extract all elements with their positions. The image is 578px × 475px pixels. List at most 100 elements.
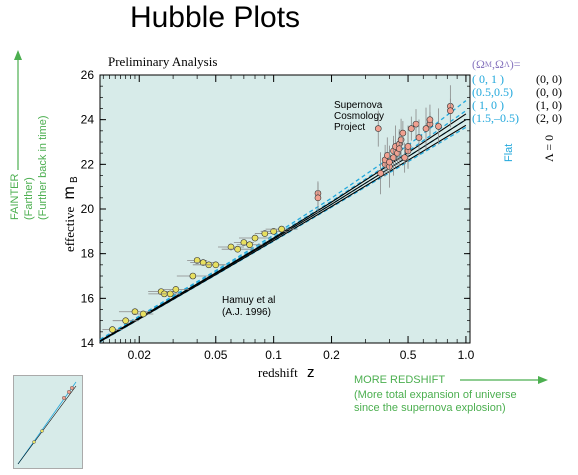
legend-flat-value: ( 0, 1 ) (472, 72, 504, 86)
scp-supernova-point (408, 125, 415, 132)
legend-header: (Ω M ,Ω Λ)= (472, 58, 578, 71)
hamuy-supernova-point (278, 225, 285, 233)
farther-label: (Farther) (23, 177, 35, 220)
tick-labels: 14 16 18 20 22 24 26 0.02 0.05 0.1 0.2 0.5 1.0 (81, 68, 475, 362)
x-tick-label: 0.02 (128, 348, 152, 362)
legend-header-close: )= (509, 57, 521, 71)
hamuy-supernova-point (140, 310, 147, 318)
page-title: Hubble Plots (129, 1, 301, 34)
scp-supernova-point (314, 194, 322, 202)
y-axis-label-text: effective (62, 207, 77, 252)
scp-supernova-point (383, 152, 391, 159)
hamuy-supernova-point (199, 259, 207, 266)
hamuy-label-1: Hamuy et al (222, 295, 275, 306)
sn-label-3: Project (334, 122, 365, 133)
data-points (102, 85, 454, 333)
scp-supernova-point (422, 125, 430, 132)
legend-open-value: (1, 0) (536, 98, 562, 112)
legend-open-value: (0, 0) (536, 85, 562, 99)
x-axis-label-text: redshift (258, 365, 298, 380)
more-redshift-label: MORE REDSHIFT (354, 374, 446, 386)
fainter-arrowhead-icon (14, 50, 22, 60)
x-tick-label: 0.5 (400, 348, 417, 362)
scp-supernova-point (435, 123, 442, 130)
chart-title: Preliminary Analysis (108, 54, 217, 69)
axis-ticks (100, 74, 470, 344)
legend-header-l: Λ (503, 60, 510, 69)
scp-supernova-point (447, 107, 454, 115)
fainter-label: FAINTER (9, 173, 21, 220)
hamuy-supernova-point (131, 308, 139, 316)
more-redshift-annotation: MORE REDSHIFT (More total expansion of u… (354, 374, 554, 415)
hamuy-supernova-point (109, 326, 116, 333)
sn-label-1: Supernova (334, 100, 383, 111)
lambda-zero-label: Λ = 0 (542, 135, 556, 162)
legend-row: (0.5,0.5) (0, 0) (472, 86, 578, 99)
hamuy-supernova-point (251, 234, 259, 242)
scp-supernova-point (377, 169, 384, 177)
more-redshift-note-2: since the supernova explosion) (354, 402, 506, 414)
hamuy-supernova-point (189, 272, 197, 280)
legend-open-value: (0, 0) (536, 72, 562, 86)
scp-supernova-point (404, 143, 412, 150)
scp-supernova-point (415, 134, 423, 141)
y-axis-symbol: m (61, 186, 78, 199)
model-curves (99, 100, 467, 343)
x-axis-label: redshift z (258, 364, 314, 381)
more-redshift-note-1: (More total expansion of universe (354, 389, 517, 401)
legend-flat-value: (0.5,0.5) (472, 85, 513, 99)
hamuy-supernova-point (246, 241, 253, 249)
y-tick-label: 26 (81, 68, 95, 82)
y-axis-subscript: B (69, 176, 80, 183)
legend-flat-value: ( 1, 0 ) (472, 98, 504, 112)
y-tick-label: 20 (81, 202, 95, 216)
x-tick-label: 0.1 (265, 348, 282, 362)
hamuy-supernova-point (270, 228, 277, 235)
hamuy-supernova-point (122, 317, 129, 324)
scp-supernova-point (390, 154, 397, 161)
legend: (Ω M ,Ω Λ)= ( 0, 1 ) (0, 0) (0.5,0.5) (0, 0) … (472, 58, 578, 125)
legend-flat-value: (1.5,–0.5) (472, 111, 519, 125)
legend-open-value: (2, 0) (536, 111, 562, 125)
y-axis-label: effective m B (61, 176, 80, 252)
thumbnail-preview (13, 375, 83, 469)
flat-label: Flat (503, 144, 515, 162)
legend-header-sep: ,Ω (492, 57, 504, 71)
scp-supernova-point (426, 116, 434, 123)
y-tick-label: 14 (81, 336, 95, 350)
further-back-label: (Further back in time) (37, 115, 49, 220)
y-tick-label: 22 (81, 157, 95, 171)
hamuy-label-2: (A.J. 1996) (222, 307, 271, 318)
scp-supernova-point (374, 125, 382, 132)
x-axis-symbol: z (307, 364, 315, 381)
legend-row: ( 1, 0 ) (1, 0) (472, 99, 578, 112)
scp-supernova-point (412, 120, 420, 128)
scp-supernova-point (401, 154, 408, 161)
redshift-arrowhead-icon (538, 376, 548, 384)
y-tick-label: 24 (81, 113, 95, 127)
thumbnail-chart-icon (17, 381, 77, 465)
hamuy-supernova-point (172, 286, 180, 293)
hamuy-supernova-point (212, 261, 220, 269)
hamuy-supernova-point (261, 230, 269, 237)
legend-header-open: (Ω (472, 57, 485, 71)
open-model-curve (99, 119, 467, 342)
x-tick-label: 0.05 (204, 348, 228, 362)
hamuy-supernova-point (193, 257, 201, 264)
x-tick-label: 0.2 (323, 348, 340, 362)
x-tick-label: 1.0 (458, 348, 475, 362)
hamuy-supernova-point (227, 243, 235, 251)
y-tick-label: 16 (81, 291, 95, 305)
open-model-curve (99, 124, 467, 343)
legend-header-m: M (484, 60, 493, 69)
y-tick-label: 18 (81, 247, 95, 261)
flat-model-curve (99, 110, 467, 341)
hamuy-supernova-point (240, 239, 248, 246)
flat-model-curve (99, 100, 467, 340)
plot-area (99, 74, 471, 344)
hamuy-supernova-point (166, 290, 174, 298)
sn-label-2: Cosmology (334, 111, 384, 122)
legend-row: ( 0, 1 ) (0, 0) (472, 73, 578, 86)
scp-supernova-point (386, 158, 393, 166)
